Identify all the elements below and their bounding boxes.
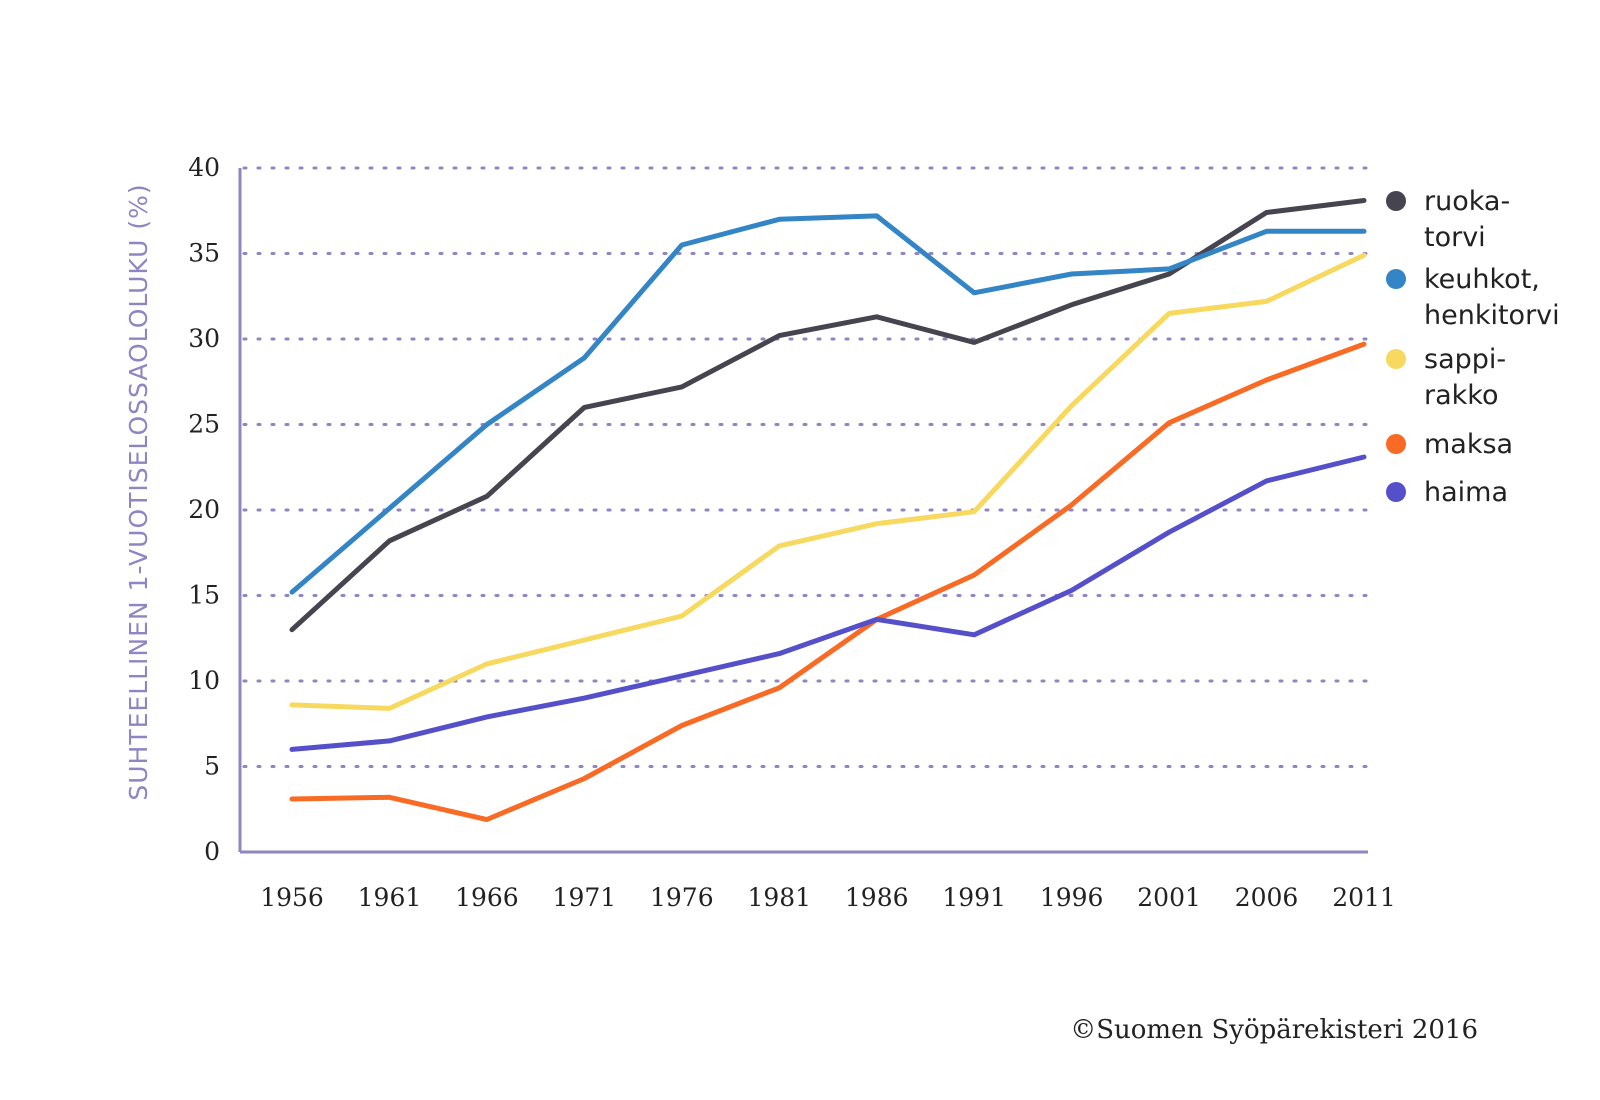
y-tick-label: 40 bbox=[188, 153, 220, 182]
y-tick-label: 5 bbox=[204, 752, 220, 781]
x-tick-label: 2001 bbox=[1137, 883, 1201, 912]
x-tick-label: 2006 bbox=[1235, 883, 1299, 912]
copyright-text: ©Suomen Syöpärekisteri 2016 bbox=[1070, 1015, 1478, 1045]
series-line-2 bbox=[289, 213, 1367, 595]
y-tick-label: 15 bbox=[188, 581, 220, 610]
legend-marker bbox=[1386, 191, 1406, 211]
legend-marker bbox=[1386, 269, 1406, 289]
x-tick-labels: 1956 1961 1966 1971 1976 1981 1986 1991 1996 2001… bbox=[260, 883, 1396, 912]
x-tick-label: 1996 bbox=[1040, 883, 1104, 912]
axes bbox=[238, 168, 1368, 854]
y-tick-labels: 0 5 10 15 20 25 30 35 40 bbox=[188, 153, 220, 866]
legend-label: keuhkot, bbox=[1424, 264, 1540, 295]
x-tick-label: 1956 bbox=[260, 883, 324, 912]
x-tick-label: 1981 bbox=[747, 883, 811, 912]
x-tick-label: 1971 bbox=[553, 883, 617, 912]
x-tick-label: 1986 bbox=[845, 883, 909, 912]
y-tick-label: 30 bbox=[188, 324, 220, 353]
legend-label: sappi- bbox=[1424, 344, 1506, 375]
series-line-1 bbox=[289, 198, 1367, 633]
y-tick-label: 10 bbox=[188, 666, 220, 695]
legend-label: rakko bbox=[1424, 380, 1498, 411]
x-tick-label: 1961 bbox=[358, 883, 422, 912]
x-tick-label: 1991 bbox=[942, 883, 1006, 912]
y-tick-label: 25 bbox=[188, 410, 220, 439]
y-tick-label: 0 bbox=[204, 837, 220, 866]
series-lines bbox=[289, 198, 1367, 822]
legend: ruoka-torvi keuhkot, henkitorvi sappi-rakko… bbox=[1386, 186, 1560, 508]
x-tick-label: 1976 bbox=[650, 883, 714, 912]
series-line-4 bbox=[289, 341, 1367, 822]
series-line-5 bbox=[289, 454, 1367, 752]
x-tick-label: 2011 bbox=[1332, 883, 1396, 912]
legend-label: maksa bbox=[1424, 429, 1513, 460]
legend-label: ruoka- bbox=[1424, 186, 1510, 217]
legend-marker bbox=[1386, 434, 1406, 454]
legend-label: haima bbox=[1424, 477, 1508, 508]
y-tick-label: 35 bbox=[188, 239, 220, 268]
y-tick-label: 20 bbox=[188, 495, 220, 524]
legend-marker bbox=[1386, 482, 1406, 502]
legend-marker bbox=[1386, 349, 1406, 369]
series-line-3 bbox=[289, 252, 1367, 711]
gridlines bbox=[242, 166, 1370, 768]
legend-label: henkitorvi bbox=[1424, 300, 1560, 331]
y-axis-label: SUHTEELLINEN 1-VUOTISELOSSAOLOLUKU (%) bbox=[124, 183, 153, 800]
x-tick-label: 1966 bbox=[455, 883, 519, 912]
legend-label: torvi bbox=[1424, 222, 1486, 253]
